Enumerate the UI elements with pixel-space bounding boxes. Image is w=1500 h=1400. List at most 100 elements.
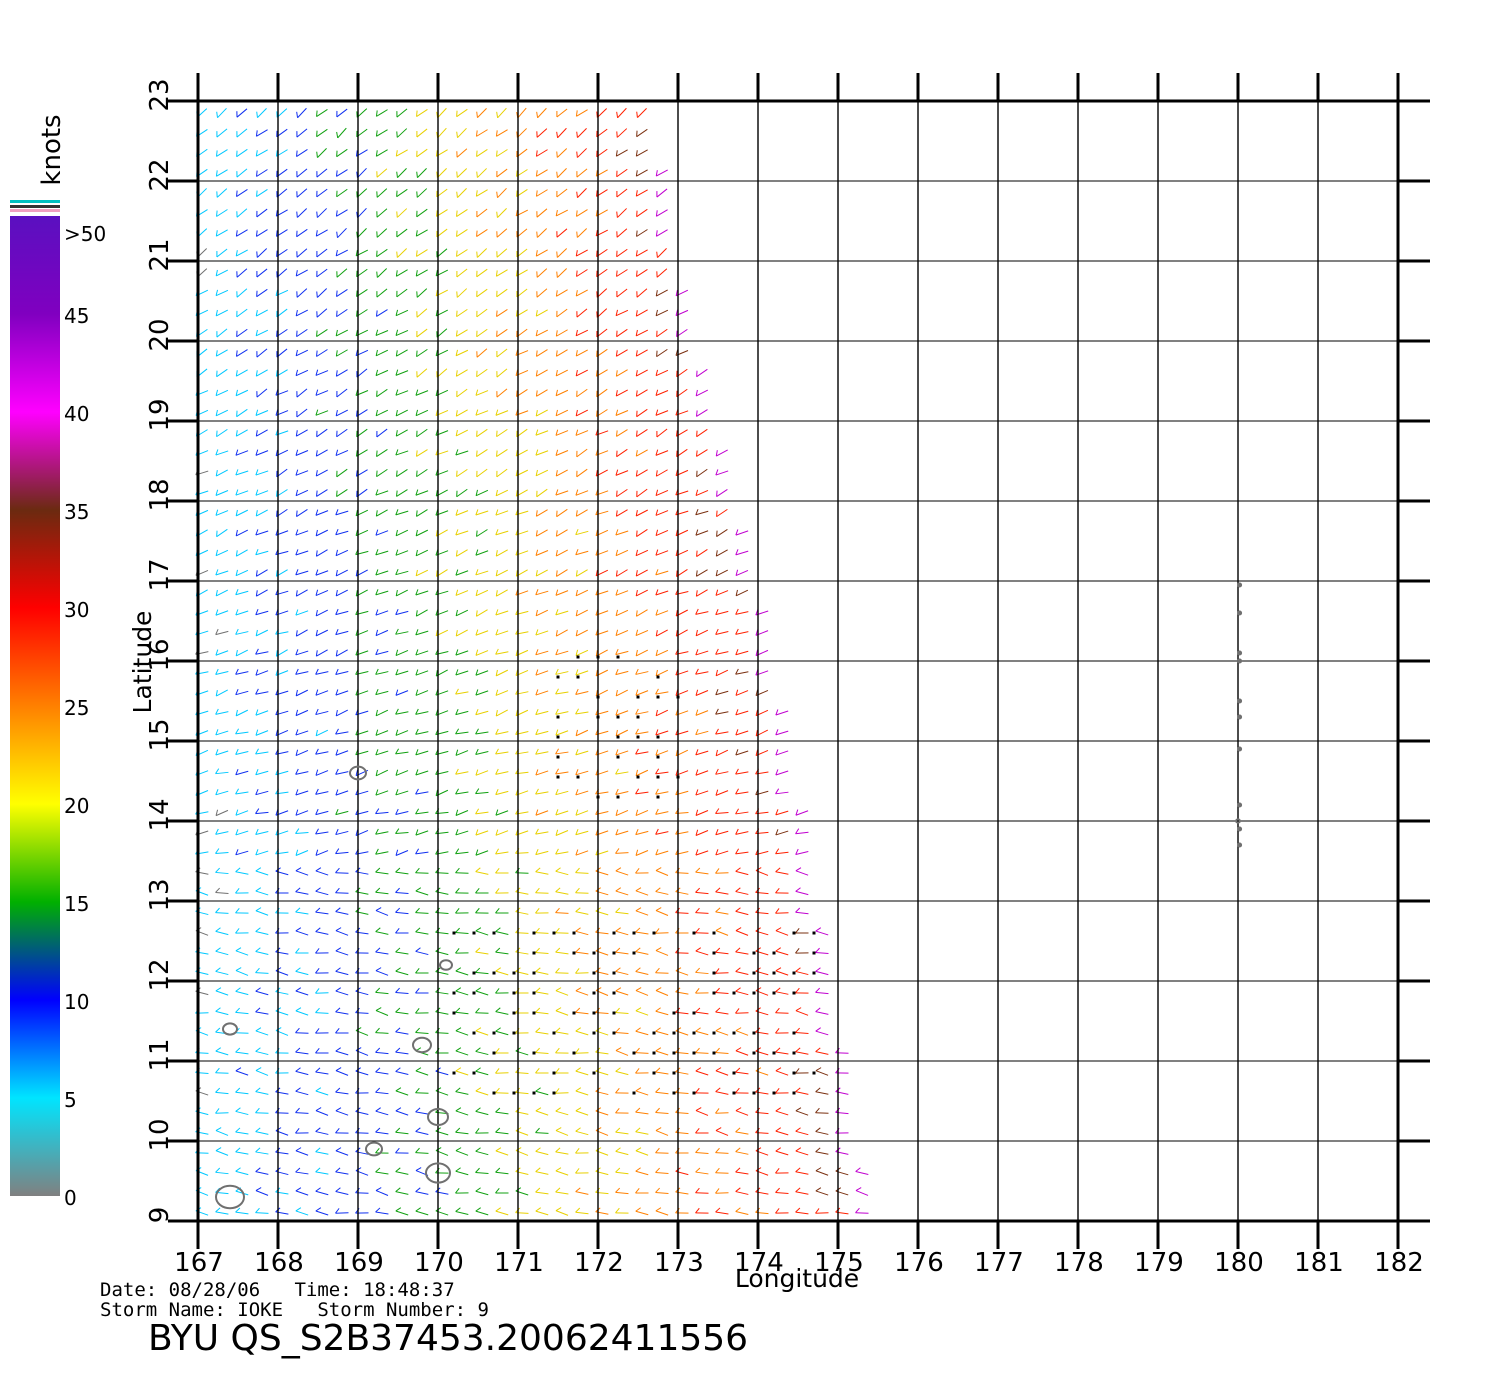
wind-barb <box>255 469 259 476</box>
wind-barb <box>215 1167 221 1173</box>
wind-vector <box>656 209 668 217</box>
wind-vector <box>255 610 269 616</box>
wind-barb <box>635 809 639 816</box>
wind-barb <box>215 628 219 635</box>
wind-barb <box>215 170 218 177</box>
wind-vector <box>775 1051 789 1055</box>
wind-barb <box>215 690 218 697</box>
rain-flag-marker <box>472 931 476 935</box>
wind-vector <box>575 1030 589 1036</box>
wind-barb <box>215 1108 220 1114</box>
wind-barb <box>715 789 719 796</box>
wind-barb <box>516 190 518 197</box>
wind-barb <box>375 1127 381 1133</box>
wind-vector <box>395 329 409 337</box>
colorbar-stripe <box>10 205 60 208</box>
wind-vector <box>655 1191 669 1195</box>
wind-barb <box>655 369 659 376</box>
wind-vector <box>215 409 229 417</box>
wind-vector <box>475 570 489 576</box>
wind-barb <box>475 849 479 856</box>
wind-vector <box>295 911 309 915</box>
wind-vector <box>375 570 389 576</box>
wind-vector <box>395 1090 409 1096</box>
wind-vector <box>215 630 229 636</box>
wind-barb <box>335 1127 340 1134</box>
wind-vector <box>576 629 588 637</box>
wind-vector <box>576 228 588 238</box>
wind-vector <box>215 771 229 775</box>
wind-vector <box>495 1011 509 1015</box>
wind-vector <box>775 970 789 976</box>
wind-vector <box>396 269 408 277</box>
wind-barb <box>535 1207 542 1212</box>
wind-barb <box>235 430 238 437</box>
wind-vector <box>476 468 488 478</box>
wind-vector <box>216 469 228 477</box>
wind-barb <box>635 849 639 856</box>
rain-flag-marker <box>692 1051 696 1055</box>
wind-barb <box>315 1067 321 1073</box>
wind-barb <box>735 768 739 775</box>
wind-vector <box>575 1191 589 1195</box>
wind-vector <box>335 872 349 874</box>
wind-vector <box>416 509 428 517</box>
wind-barb <box>735 808 740 815</box>
wind-vector <box>795 911 809 915</box>
wind-vector <box>235 569 249 577</box>
wind-barb <box>775 769 779 776</box>
wind-barb <box>495 1087 500 1094</box>
wind-vector <box>455 851 469 855</box>
wind-vector <box>396 469 408 477</box>
wind-vector <box>815 970 829 976</box>
wind-barb <box>655 1167 660 1173</box>
wind-barb <box>535 1007 541 1013</box>
wind-vector <box>616 149 628 157</box>
wind-barb <box>395 1167 401 1172</box>
land-contour <box>365 1141 383 1157</box>
wind-barb <box>295 569 299 576</box>
rain-flag-marker <box>636 775 640 779</box>
wind-barb <box>535 609 538 616</box>
wind-barb <box>295 349 298 356</box>
wind-barb <box>615 749 619 756</box>
wind-vector <box>215 730 229 736</box>
wind-barb <box>695 709 699 716</box>
wind-vector <box>535 791 549 795</box>
wind-vector <box>556 569 568 577</box>
rain-flag-marker <box>712 951 716 955</box>
wind-vector <box>495 830 509 836</box>
rain-flag-marker <box>752 951 756 955</box>
wind-barb <box>455 848 460 854</box>
wind-barb <box>535 1027 541 1033</box>
wind-vector <box>455 1210 469 1216</box>
wind-barb <box>415 1067 422 1072</box>
wind-barb <box>475 788 480 794</box>
wind-barb <box>255 748 259 755</box>
wind-vector <box>235 1151 249 1155</box>
rain-flag-marker <box>712 931 716 935</box>
rain-flag-marker <box>452 991 456 995</box>
wind-barb <box>575 609 578 617</box>
wind-barb <box>376 450 378 457</box>
wind-barb <box>635 170 638 177</box>
wind-vector <box>715 1070 729 1076</box>
wind-vector <box>395 670 409 676</box>
wind-barb <box>495 270 498 277</box>
x-tick-label: 176 <box>894 1248 944 1278</box>
wind-vector <box>295 771 309 775</box>
wind-barb <box>455 509 459 516</box>
wind-vector <box>536 309 548 317</box>
wind-vector <box>576 269 588 277</box>
wind-barb <box>535 170 538 177</box>
wind-vector <box>215 589 229 597</box>
wind-barb <box>255 609 259 615</box>
wind-vector <box>416 269 428 277</box>
wind-barb <box>575 987 582 992</box>
wind-barb <box>595 190 598 197</box>
wind-vector <box>235 770 249 776</box>
wind-vector <box>635 1210 649 1216</box>
wind-vector <box>316 349 328 357</box>
wind-vector <box>615 791 629 795</box>
wind-barb <box>575 907 581 912</box>
